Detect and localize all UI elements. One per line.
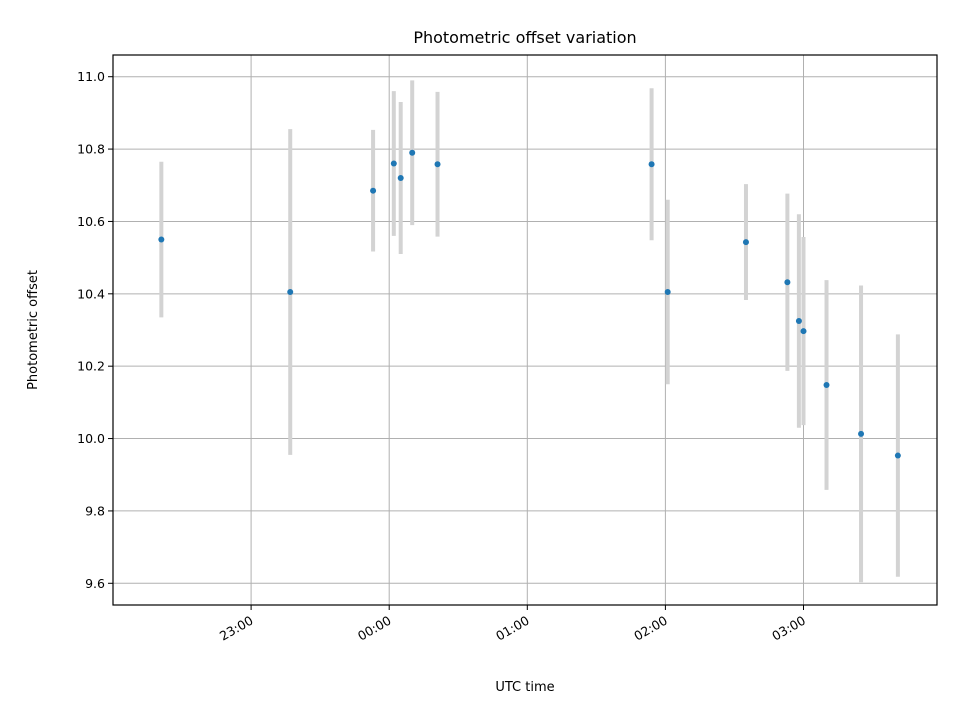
data-point: [823, 382, 830, 388]
data-point: [894, 452, 901, 459]
y-tick-label: 10.4: [77, 286, 105, 301]
y-axis-ticks: 9.6 9.8 10.0 10.2 10.4 10.6 10.8 11.0: [77, 69, 113, 591]
data-point: [397, 175, 404, 182]
data-point: [784, 279, 791, 286]
x-axis-label: UTC time: [495, 680, 554, 695]
data-point: [158, 236, 165, 243]
y-tick-label: 11.0: [77, 69, 105, 84]
y-tick-label: 10.0: [77, 431, 105, 446]
y-tick-label: 10.8: [77, 142, 105, 157]
data-point: [648, 161, 655, 168]
data-point: [370, 187, 377, 194]
plot-frame: [112, 54, 938, 606]
data-point: [795, 317, 802, 324]
y-tick-label: 9.8: [85, 503, 105, 518]
data-point: [390, 160, 397, 167]
data-point: [434, 161, 441, 168]
y-tick-label: 10.6: [77, 214, 105, 229]
data-points: [158, 149, 901, 459]
data-point: [742, 239, 749, 246]
data-point: [800, 328, 807, 335]
data-point: [664, 289, 671, 296]
y-tick-label: 10.2: [77, 359, 105, 374]
y-tick-label: 9.6: [85, 576, 105, 591]
y-axis-label: Photometric offset: [26, 270, 41, 390]
data-point: [409, 149, 416, 156]
data-point: [858, 430, 865, 437]
data-point: [287, 289, 294, 296]
chart-title: Photometric offset variation: [413, 28, 636, 47]
